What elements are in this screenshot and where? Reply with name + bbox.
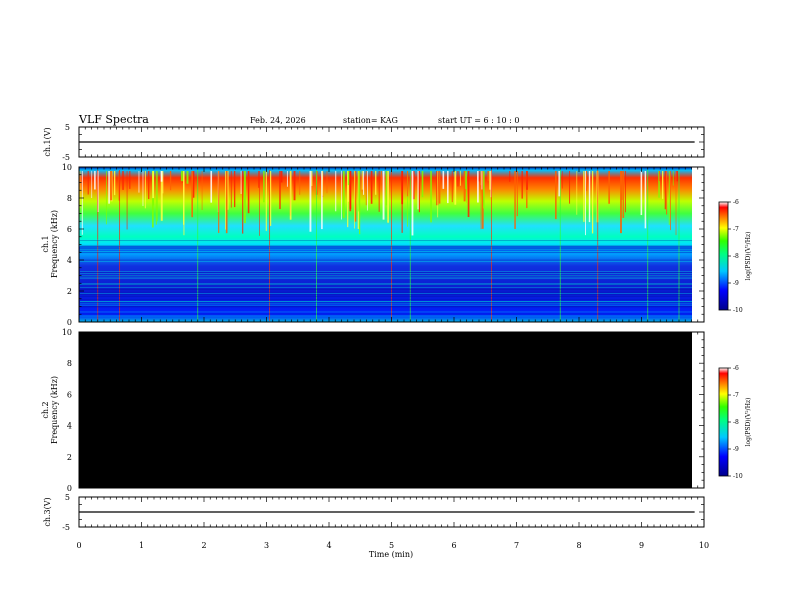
ch2-spectrogram-image	[79, 332, 692, 488]
y-tick-label: 8	[67, 194, 72, 203]
x-tick-label: 9	[639, 541, 644, 550]
ch3-ytick-top: 5	[65, 493, 70, 502]
ch1-colorbar-label: log(PSD)(V²/Hz)	[745, 232, 752, 281]
ch1-spectrogram-ylabel-frequency: Frequency (kHz)	[50, 210, 59, 278]
ch3-ytick-bottom: -5	[62, 523, 70, 532]
ch1-ytick-bottom: -5	[62, 153, 70, 162]
x-tick-label: 2	[201, 541, 206, 550]
colorbar-tick-label: -9	[733, 280, 739, 287]
y-tick-label: 6	[67, 390, 72, 399]
x-tick-label: 1	[139, 541, 144, 550]
x-tick-label: 3	[264, 541, 269, 550]
ch1-waveform-ylabel: ch.1(V)	[43, 127, 52, 156]
y-tick-label: 0	[67, 318, 72, 327]
y-tick-label: 10	[62, 163, 72, 172]
ch1-colorbar: -6 -7 -8 -9 -10 log(PSD)(V²/Hz)	[718, 199, 752, 314]
header-station: station= KAG	[343, 116, 398, 125]
colorbar-tick-label: -6	[733, 199, 739, 206]
ch3-waveform-panel: 5 -5 ch.3(V) 0 1 2 3 4 5 6 7 8 9 10 Time (min)	[43, 493, 709, 559]
x-tick-label: 10	[699, 541, 709, 550]
header-date: Feb. 24, 2026	[250, 116, 306, 125]
ch2-colorbar-label: log(PSD)(V²/Hz)	[745, 398, 752, 447]
colorbar-tick-label: -6	[733, 365, 739, 372]
y-tick-label: 2	[67, 287, 72, 296]
ch3-waveform-ylabel: ch.3(V)	[43, 497, 52, 526]
colorbar-tick-label: -10	[733, 473, 743, 480]
header-start-time: start UT = 6 : 10 : 0	[438, 116, 519, 125]
ch2-spectrogram-ylabel-frequency: Frequency (kHz)	[50, 376, 59, 444]
x-tick-label: 7	[514, 541, 519, 550]
figure-title: VLF Spectra	[78, 113, 149, 126]
y-tick-label: 4	[67, 422, 72, 431]
ch1-ytick-top: 5	[65, 123, 70, 132]
colorbar-tick-label: -7	[733, 392, 739, 399]
colorbar-tick-label: -9	[733, 446, 739, 453]
ch1-spectrogram-panel: 0 2 4 6 8 10 ch.1 Frequency (kHz)	[41, 163, 705, 327]
x-tick-label: 4	[326, 541, 331, 550]
y-tick-label: 0	[67, 484, 72, 493]
ch1-spectrogram-ylabel-channel: ch.1	[41, 235, 50, 252]
y-tick-label: 10	[62, 328, 72, 337]
y-tick-label: 4	[67, 256, 72, 265]
time-axis-label: Time (min)	[369, 550, 413, 559]
colorbar-tick-label: -8	[733, 419, 739, 426]
y-tick-label: 8	[67, 359, 72, 368]
ch2-spectrogram-panel: 0 2 4 6 8 10 ch.2 Frequency (kHz)	[41, 328, 705, 493]
x-tick-label: 8	[576, 541, 581, 550]
colorbar-tick-label: -7	[733, 226, 739, 233]
y-tick-label: 6	[67, 225, 72, 234]
ch1-waveform-panel: 5 -5 ch.1(V)	[43, 123, 705, 162]
x-tick-label: 0	[76, 541, 81, 550]
ch2-spectrogram-ylabel-channel: ch.2	[41, 401, 50, 418]
colorbar-tick-label: -8	[733, 253, 739, 260]
colorbar-tick-label: -10	[733, 307, 743, 314]
x-tick-label: 6	[451, 541, 456, 550]
x-tick-label: 5	[389, 541, 394, 550]
y-tick-label: 2	[67, 453, 72, 462]
ch1-spectrogram-image	[79, 167, 692, 322]
ch2-colorbar: -6 -7 -8 -9 -10 log(PSD)(V²/Hz)	[718, 365, 752, 480]
